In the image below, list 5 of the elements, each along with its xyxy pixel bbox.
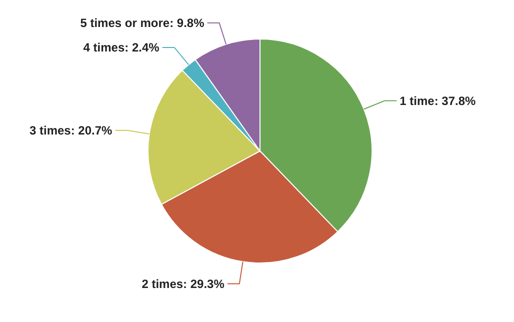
- slice-label: 2 times: 29.3%: [142, 277, 225, 292]
- slice-label: 1 time: 37.8%: [400, 94, 476, 108]
- slice-label: 4 times: 2.4%: [83, 40, 160, 55]
- slice-label: 3 times: 20.7%: [29, 124, 113, 138]
- slice-label: 5 times or more: 9.8%: [80, 16, 205, 30]
